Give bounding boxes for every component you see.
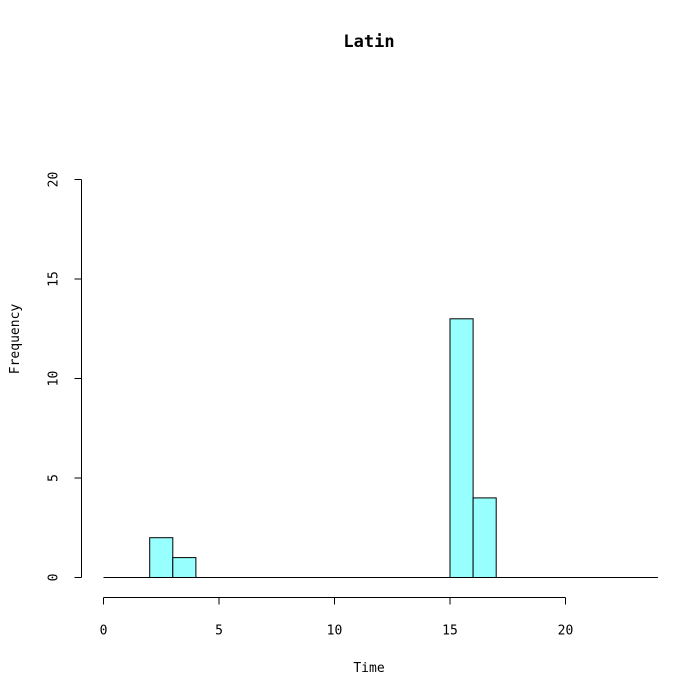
y-tick-label-20: 20 [47,172,62,188]
y-tick-label-10: 10 [47,371,62,387]
y-tick-label-0: 0 [47,574,62,582]
y-tick-label-15: 15 [47,271,62,287]
bar-1 [172,557,197,578]
x-tick-label-10: 10 [327,624,343,639]
x-tick-label-5: 5 [215,624,223,639]
y-axis-label: Frequency [8,304,23,375]
bar-2 [449,318,474,578]
x-axis-ticks: 0 5 10 15 20 [100,597,574,639]
chart-title: Latin [343,32,394,52]
y-tick-label-5: 5 [47,474,62,482]
x-tick-label-20: 20 [558,624,574,639]
bar-0 [149,537,174,579]
bar-3 [472,497,497,578]
x-axis-label: Time [353,661,384,676]
x-tick-label-15: 15 [442,624,458,639]
y-axis-ticks: 0 5 10 15 20 [47,172,82,582]
bars-group [149,318,497,579]
x-tick-label-0: 0 [100,624,108,639]
